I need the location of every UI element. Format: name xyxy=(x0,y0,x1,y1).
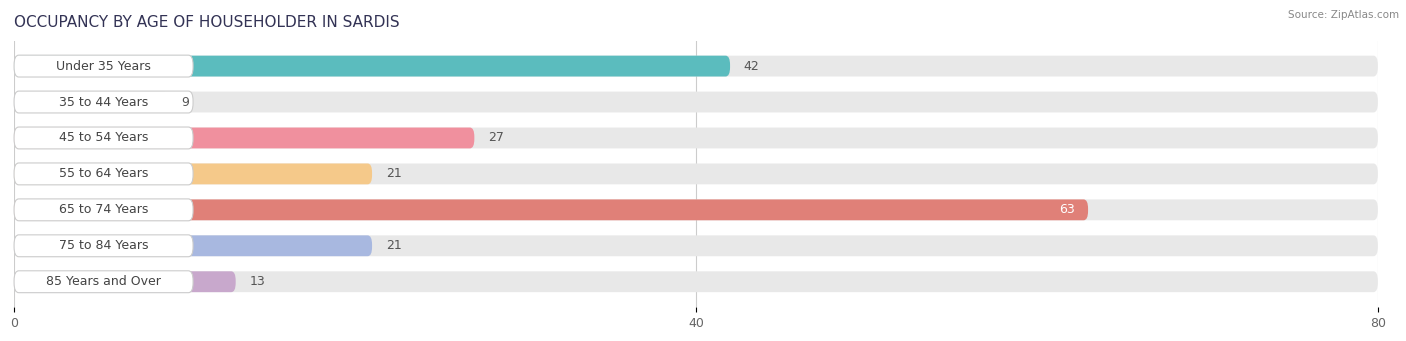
FancyBboxPatch shape xyxy=(14,199,1088,220)
FancyBboxPatch shape xyxy=(14,163,373,184)
Text: 55 to 64 Years: 55 to 64 Years xyxy=(59,167,148,180)
FancyBboxPatch shape xyxy=(14,128,474,148)
FancyBboxPatch shape xyxy=(14,163,193,185)
Text: Source: ZipAtlas.com: Source: ZipAtlas.com xyxy=(1288,10,1399,20)
Text: 21: 21 xyxy=(385,239,402,252)
FancyBboxPatch shape xyxy=(14,91,193,113)
Text: 45 to 54 Years: 45 to 54 Years xyxy=(59,132,148,145)
Text: 13: 13 xyxy=(249,275,266,288)
Text: 21: 21 xyxy=(385,167,402,180)
Text: 27: 27 xyxy=(488,132,503,145)
Text: 75 to 84 Years: 75 to 84 Years xyxy=(59,239,148,252)
Text: OCCUPANCY BY AGE OF HOUSEHOLDER IN SARDIS: OCCUPANCY BY AGE OF HOUSEHOLDER IN SARDI… xyxy=(14,15,399,30)
FancyBboxPatch shape xyxy=(14,56,730,76)
FancyBboxPatch shape xyxy=(14,271,1378,292)
Text: 65 to 74 Years: 65 to 74 Years xyxy=(59,203,148,216)
FancyBboxPatch shape xyxy=(14,92,167,113)
FancyBboxPatch shape xyxy=(14,271,236,292)
FancyBboxPatch shape xyxy=(14,127,193,149)
FancyBboxPatch shape xyxy=(14,55,193,77)
FancyBboxPatch shape xyxy=(14,235,1378,256)
Text: Under 35 Years: Under 35 Years xyxy=(56,60,150,73)
Text: 9: 9 xyxy=(181,95,188,108)
FancyBboxPatch shape xyxy=(14,92,1378,113)
FancyBboxPatch shape xyxy=(14,199,193,221)
Text: 85 Years and Over: 85 Years and Over xyxy=(46,275,162,288)
Text: 63: 63 xyxy=(1059,203,1074,216)
FancyBboxPatch shape xyxy=(14,56,1378,76)
Text: 35 to 44 Years: 35 to 44 Years xyxy=(59,95,148,108)
FancyBboxPatch shape xyxy=(14,235,193,257)
Text: 42: 42 xyxy=(744,60,759,73)
FancyBboxPatch shape xyxy=(14,199,1378,220)
FancyBboxPatch shape xyxy=(14,163,1378,184)
FancyBboxPatch shape xyxy=(14,271,193,293)
FancyBboxPatch shape xyxy=(14,235,373,256)
FancyBboxPatch shape xyxy=(14,128,1378,148)
